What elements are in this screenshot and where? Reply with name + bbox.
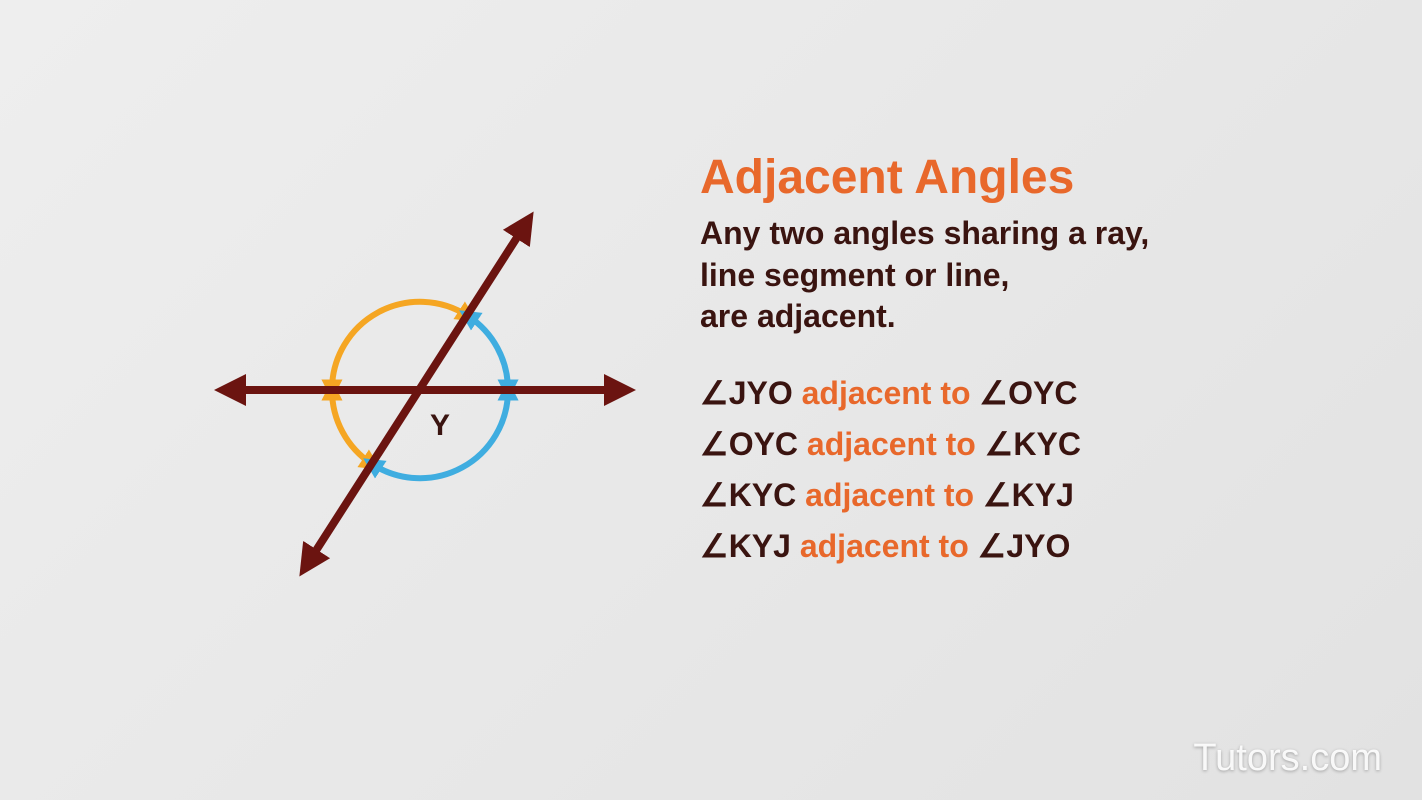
title: Adjacent Angles <box>700 150 1362 205</box>
connector: adjacent to <box>805 477 983 513</box>
text-area: Adjacent Angles Any two angles sharing a… <box>680 120 1362 740</box>
connector: adjacent to <box>802 375 980 411</box>
angle2: ∠KYJ <box>983 477 1074 513</box>
definition: Any two angles sharing a ray, line segme… <box>700 213 1362 338</box>
relation-line: ∠KYJ adjacent to ∠JYO <box>700 521 1362 572</box>
arc-kyj <box>332 390 372 464</box>
arc-oyc <box>468 316 508 390</box>
angle2: ∠JYO <box>978 528 1071 564</box>
label-y: Y <box>430 409 450 442</box>
relation-line: ∠OYC adjacent to ∠KYC <box>700 419 1362 470</box>
relations-list: ∠JYO adjacent to ∠OYC∠OYC adjacent to ∠K… <box>700 368 1362 573</box>
def-line3: are adjacent. <box>700 298 896 334</box>
def-line2: line segment or line, <box>700 257 1009 293</box>
angle1: ∠JYO <box>700 375 802 411</box>
connector: adjacent to <box>800 528 978 564</box>
def-line1: Any two angles sharing a ray, <box>700 215 1149 251</box>
angle2: ∠KYC <box>985 426 1081 462</box>
diagram-area: Y <box>60 120 680 740</box>
relation-line: ∠JYO adjacent to ∠OYC <box>700 368 1362 419</box>
angle1: ∠KYC <box>700 477 805 513</box>
angle1: ∠KYJ <box>700 528 800 564</box>
relation-line: ∠KYC adjacent to ∠KYJ <box>700 470 1362 521</box>
connector: adjacent to <box>807 426 985 462</box>
watermark: Tutors.com <box>1193 737 1382 780</box>
angle1: ∠OYC <box>700 426 807 462</box>
angle2: ∠OYC <box>979 375 1077 411</box>
angles-diagram: Y <box>160 160 710 660</box>
